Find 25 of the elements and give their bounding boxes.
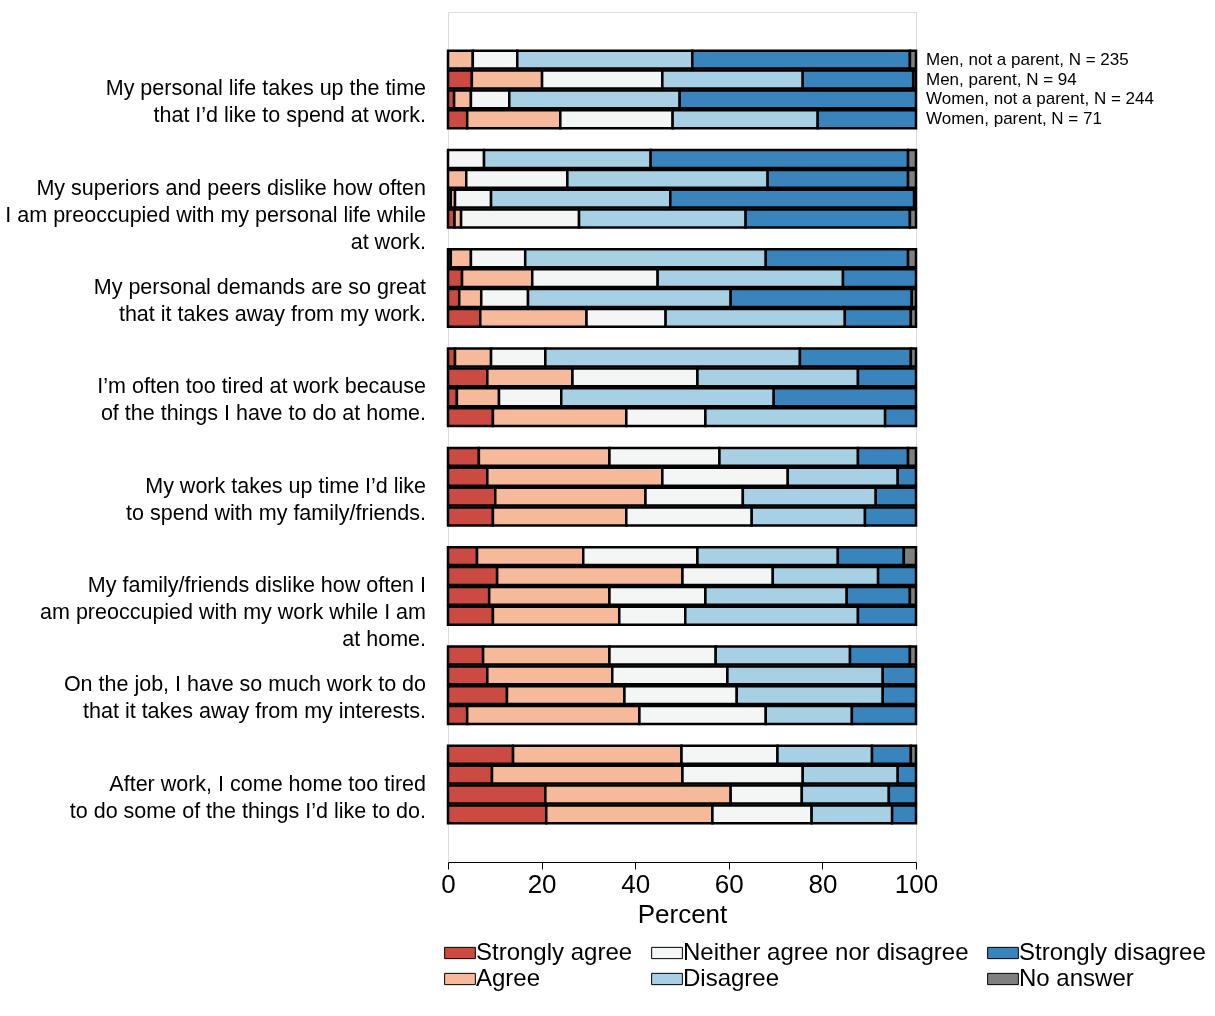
legend-label: Disagree (683, 964, 780, 991)
legend-label: No answer (1019, 964, 1134, 991)
x-tick-label: 60 (714, 868, 744, 899)
text: After work, I come home too tired to do some of the things I’d like to do. (69, 771, 426, 823)
x-tick-label: 40 (621, 868, 651, 899)
legend-label: Agree (476, 964, 541, 991)
legend-label: Neither agree nor disagree (683, 938, 969, 965)
text: Women, not a parent, N = 244 (926, 89, 1154, 109)
text: On the job, I have so much work to do that it takes away from my interests. (63, 672, 427, 724)
text: I’m often too tired at work because of the things I have to do at home. (97, 374, 426, 426)
x-axis-title: Percent (637, 898, 729, 929)
legend-label: Strongly agree (476, 938, 633, 965)
x-tick-label: 20 (527, 868, 557, 899)
text: Women, parent, N = 71 (926, 109, 1102, 129)
text: My personal life takes up the time that I’d like to spend at work. (105, 76, 426, 128)
text: My work takes up time I’d like to spend with my family/friends. (126, 473, 426, 525)
x-tick-label: 80 (808, 868, 838, 899)
text: Men, parent, N = 94 (926, 69, 1077, 89)
legend-label: Strongly disagree (1019, 938, 1206, 965)
text: My personal demands are so great that it takes away from my work. (93, 275, 427, 327)
x-tick-label: 100 (894, 868, 939, 899)
text: My family/friends dislike how often I am preoccupied with my work while I am at home. (40, 572, 426, 651)
text: My superiors and peers dislike how often I am preoccupied with my personal life while at work. (5, 175, 426, 254)
text: Men, not a parent, N = 235 (926, 49, 1129, 69)
x-tick-label: 0 (441, 868, 456, 899)
